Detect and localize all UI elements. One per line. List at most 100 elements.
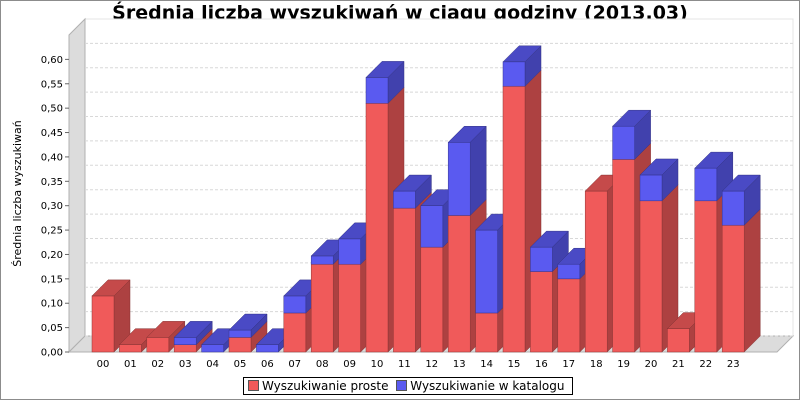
bar-catalog-03 — [173, 337, 197, 345]
bar-catalog-17 — [557, 263, 581, 280]
y-tick-label-7: 0,35 — [41, 177, 63, 188]
bar-simple-15 — [502, 85, 526, 353]
bar-simple-18 — [584, 190, 608, 353]
bar-top-03 — [173, 321, 213, 338]
x-tick-label-09: 09 — [343, 359, 356, 370]
bar-simple-05 — [228, 337, 252, 353]
bar-top-13 — [447, 126, 487, 143]
plot-side-wall — [68, 17, 86, 354]
bar-catalog-23 — [721, 190, 745, 226]
bar-simple-11 — [393, 207, 416, 353]
bar-top-15 — [502, 45, 542, 63]
bar-top-02 — [146, 321, 186, 338]
x-tick-label-18: 18 — [590, 359, 603, 370]
x-tick-label-04: 04 — [206, 359, 219, 370]
legend-item-catalog-search: Wyszukiwanie w katalogu — [396, 379, 564, 393]
bar-catalog-22 — [694, 167, 718, 202]
bar-simple-08 — [310, 263, 334, 353]
bar-simple-19 — [612, 159, 635, 353]
bar-top-00 — [91, 279, 131, 297]
x-tick-label-08: 08 — [316, 359, 329, 370]
bar-catalog-15 — [502, 61, 526, 87]
legend-swatch-simple-search — [248, 380, 259, 391]
y-tick-label-4: 0,20 — [41, 250, 63, 261]
y-tick-label-6: 0,30 — [41, 201, 63, 212]
x-tick-label-06: 06 — [261, 359, 274, 370]
y-tick-label-0: 0,00 — [41, 348, 63, 359]
bar-simple-01 — [119, 344, 142, 353]
bar-top-23 — [721, 174, 761, 192]
y-tick-label-8: 0,40 — [41, 152, 63, 163]
legend-item-simple-search: Wyszukiwanie proste — [248, 379, 388, 393]
legend-label-simple-search: Wyszukiwanie proste — [262, 379, 389, 393]
x-tick-label-13: 13 — [453, 359, 466, 370]
bar-simple-03 — [173, 344, 197, 353]
x-tick-label-20: 20 — [645, 359, 658, 370]
y-tick-label-1: 0,05 — [41, 323, 63, 334]
bar-simple-13 — [447, 215, 471, 353]
x-tick-label-01: 01 — [124, 359, 137, 370]
x-tick-label-19: 19 — [617, 359, 630, 370]
bar-simple-00 — [91, 295, 115, 353]
bar-simple-07 — [283, 312, 307, 353]
y-tick-label-10: 0,50 — [41, 104, 63, 115]
x-tick-label-07: 07 — [288, 359, 301, 370]
y-tick-label-9: 0,45 — [41, 128, 63, 139]
bar-catalog-19 — [612, 125, 635, 160]
x-tick-label-00: 00 — [97, 359, 110, 370]
x-tick-label-16: 16 — [535, 359, 548, 370]
bar-simple-23-side — [743, 208, 761, 353]
bar-top-19 — [611, 109, 652, 127]
bar-top-22 — [694, 151, 734, 169]
bar-simple-21 — [667, 328, 690, 353]
bar-catalog-20 — [639, 174, 663, 202]
bar-simple-20 — [639, 200, 663, 353]
y-tick-label-11: 0,55 — [41, 79, 63, 90]
x-tick-label-03: 03 — [179, 359, 192, 370]
bar-catalog-09 — [338, 238, 361, 265]
bar-simple-14 — [475, 312, 498, 353]
bar-simple-02 — [146, 337, 170, 353]
legend-swatch-catalog-search — [396, 380, 408, 391]
legend: Wyszukiwanie proste Wyszukiwanie w katal… — [243, 377, 574, 395]
bar-catalog-16 — [530, 246, 553, 272]
x-tick-label-15: 15 — [508, 359, 521, 370]
bar-catalog-13 — [447, 142, 471, 216]
x-tick-label-05: 05 — [234, 359, 247, 370]
bar-simple-16 — [530, 271, 553, 353]
bar-catalog-07 — [283, 295, 307, 314]
x-tick-label-02: 02 — [151, 359, 164, 370]
x-tick-label-22: 22 — [699, 359, 712, 370]
y-axis-label: Średnia liczba wyszukiwań — [11, 120, 24, 267]
x-tick-label-17: 17 — [562, 359, 575, 370]
y-tick-label-2: 0,10 — [41, 299, 63, 310]
bar-simple-17 — [557, 278, 581, 353]
bar-top-16 — [529, 230, 570, 248]
bar-simple-12 — [420, 246, 444, 353]
bar-simple-10 — [365, 103, 389, 353]
y-tick-label-3: 0,15 — [41, 274, 63, 285]
x-tick-label-14: 14 — [480, 359, 493, 370]
x-tick-label-23: 23 — [727, 359, 740, 370]
bar-top-11 — [392, 174, 433, 192]
bar-catalog-10 — [365, 77, 389, 104]
bar-catalog-08 — [310, 255, 334, 265]
bar-catalog-14 — [475, 229, 498, 314]
bar-simple-09 — [338, 263, 361, 353]
y-tick-label-12: 0,60 — [41, 55, 63, 66]
bar-simple-22 — [694, 200, 718, 353]
bar-simple-23 — [721, 224, 745, 353]
bar-catalog-06 — [256, 344, 279, 353]
legend-label-catalog-search: Wyszukiwanie w katalogu — [410, 379, 565, 393]
bar-catalog-04 — [201, 344, 224, 353]
y-tick-label-5: 0,25 — [41, 226, 63, 237]
bar-catalog-12 — [420, 205, 444, 248]
x-tick-label-21: 21 — [672, 359, 685, 370]
bar-top-20 — [639, 158, 679, 176]
bar-catalog-11 — [393, 190, 416, 209]
x-tick-label-11: 11 — [398, 359, 411, 370]
x-tick-label-12: 12 — [425, 359, 438, 370]
bar-top-10 — [365, 61, 405, 78]
